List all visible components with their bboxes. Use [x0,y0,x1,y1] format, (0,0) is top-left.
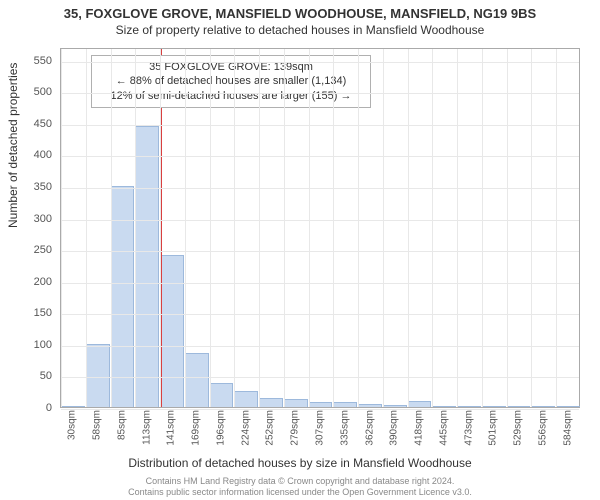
page-title: 35, FOXGLOVE GROVE, MANSFIELD WOODHOUSE,… [0,0,600,21]
chart-plot-area: 35 FOXGLOVE GROVE: 139sqm ← 88% of detac… [60,48,580,408]
gridline-horizontal [61,62,579,63]
x-tick-label: 362sqm [364,410,375,446]
y-tick-label: 250 [34,244,52,256]
histogram-bar [234,391,258,407]
x-tick-label: 279sqm [290,410,301,446]
x-tick-label: 224sqm [240,410,251,446]
gridline-vertical [309,49,310,407]
x-tick-label: 30sqm [67,410,78,440]
gridline-vertical [358,49,359,407]
footer-attribution: Contains HM Land Registry data © Crown c… [0,476,600,498]
histogram-bar [259,398,283,407]
x-tick-label: 141sqm [166,410,177,446]
y-tick-container: 050100150200250300350400450500550 [0,48,56,408]
gridline-vertical [408,49,409,407]
y-tick-label: 300 [34,213,52,225]
gridline-horizontal [61,188,579,189]
x-tick-label: 473sqm [463,410,474,446]
histogram-bar [135,126,159,407]
y-tick-label: 100 [34,339,52,351]
y-tick-label: 350 [34,181,52,193]
histogram-bar [408,401,432,407]
y-tick-label: 450 [34,118,52,130]
footer-line2: Contains public sector information licen… [0,487,600,498]
gridline-vertical [556,49,557,407]
gridline-horizontal [61,220,579,221]
gridline-vertical [284,49,285,407]
histogram-bar [284,399,308,407]
histogram-bar [358,404,382,407]
annotation-line2: ← 88% of detached houses are smaller (1,… [98,74,364,88]
histogram-bar [86,344,110,407]
gridline-horizontal [61,125,579,126]
gridline-vertical [160,49,161,407]
gridline-vertical [482,49,483,407]
gridline-vertical [86,49,87,407]
x-tick-label: 335sqm [339,410,350,446]
gridline-vertical [135,49,136,407]
y-tick-label: 400 [34,149,52,161]
gridline-horizontal [61,314,579,315]
gridline-horizontal [61,251,579,252]
x-tick-label: 501sqm [488,410,499,446]
histogram-bar [61,406,85,407]
histogram-bar [185,353,209,407]
y-tick-label: 50 [40,370,52,382]
x-tick-label: 445sqm [438,410,449,446]
histogram-bar [482,406,506,407]
x-tick-label: 584sqm [562,410,573,446]
histogram-bar [383,405,407,407]
histogram-bar [160,255,184,407]
y-tick-label: 500 [34,86,52,98]
x-tick-label: 418sqm [414,410,425,446]
x-tick-label: 169sqm [191,410,202,446]
gridline-vertical [432,49,433,407]
x-tick-label: 556sqm [537,410,548,446]
gridline-horizontal [61,283,579,284]
gridline-vertical [111,49,112,407]
y-tick-label: 550 [34,55,52,67]
gridline-horizontal [61,156,579,157]
y-tick-label: 0 [46,402,52,414]
x-axis-label: Distribution of detached houses by size … [0,456,600,470]
gridline-vertical [507,49,508,407]
x-tick-label: 196sqm [215,410,226,446]
gridline-horizontal [61,377,579,378]
gridline-vertical [457,49,458,407]
x-tick-label: 85sqm [116,410,127,440]
footer-line1: Contains HM Land Registry data © Crown c… [0,476,600,487]
x-tick-label: 307sqm [315,410,326,446]
gridline-horizontal [61,93,579,94]
x-tick-label: 390sqm [389,410,400,446]
histogram-bar [531,406,555,407]
histogram-bar [333,402,357,407]
gridline-vertical [333,49,334,407]
histogram-bar [309,402,333,407]
y-tick-label: 200 [34,276,52,288]
gridline-vertical [61,49,62,407]
gridline-vertical [531,49,532,407]
histogram-bar [210,383,234,407]
x-tick-label: 529sqm [513,410,524,446]
histogram-bar [432,406,456,407]
x-tick-container: 30sqm 58sqm 85sqm 113sqm 141sqm 169sqm 196sqm 2… [60,410,580,460]
y-tick-label: 150 [34,307,52,319]
gridline-vertical [210,49,211,407]
gridline-vertical [259,49,260,407]
x-tick-label: 113sqm [141,410,152,445]
x-tick-label: 252sqm [265,410,276,446]
gridline-vertical [383,49,384,407]
gridline-vertical [185,49,186,407]
page-subtitle: Size of property relative to detached ho… [0,21,600,37]
histogram-bar [507,406,531,407]
histogram-bar [457,406,481,407]
annotation-line3: 12% of semi-detached houses are larger (… [98,89,364,103]
histogram-bar [556,406,580,407]
gridline-vertical [234,49,235,407]
gridline-horizontal [61,346,579,347]
x-tick-label: 58sqm [92,410,103,440]
annotation-box: 35 FOXGLOVE GROVE: 139sqm ← 88% of detac… [91,55,371,108]
